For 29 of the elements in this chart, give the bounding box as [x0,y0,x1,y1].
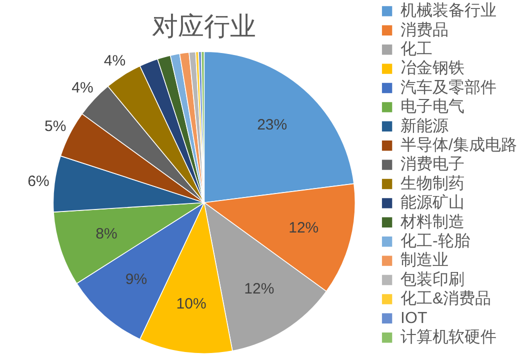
data-label: 10% [176,296,206,313]
data-label: 6% [28,172,50,190]
legend-label: 消费品 [400,20,449,39]
legend-label: 能源矿山 [400,194,465,212]
data-label: 4% [72,79,94,96]
legend-label: 机械装备行业 [400,2,497,20]
data-label: 8% [96,225,118,242]
legend-label: 化工&消费品 [400,290,492,308]
legend-label: IOT [400,310,428,327]
legend-label: 包装印刷 [400,270,465,288]
legend-label: 新能源 [400,116,449,135]
data-label: 9% [125,270,148,288]
legend-label: 电子电气 [400,98,465,116]
legend-label: 生物制药 [400,174,465,192]
legend-label: 汽车及零部件 [400,78,497,96]
legend-label: 材料制造 [400,212,465,231]
legend-label: 化工 [400,41,433,58]
data-label: 12% [288,219,319,236]
data-label: 23% [257,116,288,134]
legend-label: 半导体/集成电路 [400,136,518,154]
legend-label: 计算机软硬件 [400,328,497,346]
legend-label: 消费电子 [400,155,465,174]
legend-label: 冶金钢铁 [400,59,465,78]
legend-label: 制造业 [400,251,449,270]
chart-title: 对应行业 [152,10,256,41]
data-label: 12% [244,280,274,298]
legend-label: 化工-轮胎 [400,232,470,250]
data-label: 4% [104,52,126,70]
data-label: 5% [44,118,66,135]
